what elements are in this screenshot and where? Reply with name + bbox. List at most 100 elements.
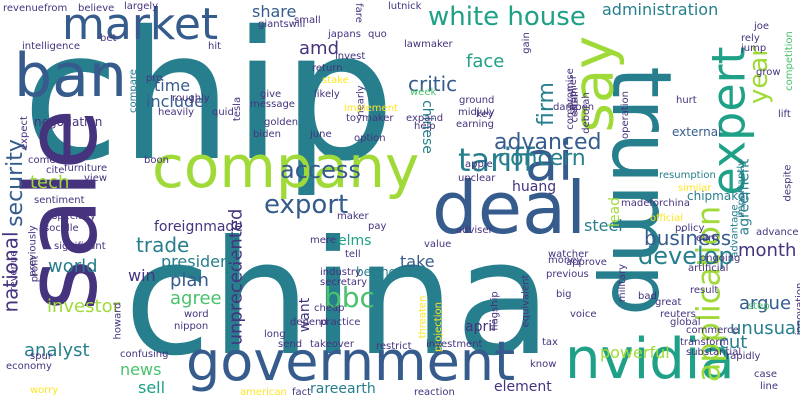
word: ban (14, 41, 127, 111)
word: advanced (494, 130, 602, 155)
word: agree (170, 288, 222, 309)
word: flagship (489, 291, 501, 331)
word: american (240, 387, 287, 398)
word: artificial (688, 263, 729, 274)
word: military (617, 263, 629, 303)
word: china (124, 207, 552, 391)
word: lawmaker (404, 39, 453, 50)
word: april (465, 319, 497, 335)
word: substantial (686, 347, 742, 358)
word: revenue (8, 250, 20, 292)
word: steel (584, 216, 623, 235)
word: develop (638, 242, 734, 270)
word: government (186, 330, 516, 393)
word: gain (520, 32, 532, 54)
word: voice (570, 309, 597, 320)
word: official (650, 213, 683, 224)
word: negotiation (34, 115, 103, 129)
word: news (120, 360, 162, 379)
word: importantly (736, 159, 748, 219)
word: earn (696, 233, 719, 244)
word: competition (783, 31, 795, 91)
word: chip (22, 0, 396, 200)
word: ongoing (700, 253, 741, 264)
word: great (655, 297, 682, 308)
word: lead (606, 197, 623, 227)
word: nvidia (565, 327, 735, 392)
word: trade (136, 233, 190, 257)
word: tech (30, 172, 70, 193)
word: hit (208, 41, 222, 52)
word: resumption (659, 170, 716, 181)
word: world (48, 256, 98, 277)
word: white house (428, 2, 586, 32)
word: investment (426, 339, 483, 350)
word: win (128, 266, 156, 285)
word: tell (345, 249, 361, 260)
word: significant (54, 241, 106, 252)
word: biden (253, 129, 281, 140)
word: global (670, 317, 701, 328)
word: sell (138, 378, 166, 397)
word: watcher (548, 249, 589, 260)
word: believe (78, 3, 115, 14)
word: send (278, 339, 303, 350)
word: invest (335, 51, 366, 62)
word: commerce (686, 325, 739, 336)
word: option (354, 133, 386, 144)
word: nippon (174, 321, 209, 332)
word: fare (352, 3, 364, 23)
word: rely (741, 33, 760, 44)
word: big (556, 289, 572, 300)
word: president (161, 252, 237, 271)
word: unclear (458, 173, 496, 184)
word: depend (290, 317, 328, 328)
word: boon (144, 155, 169, 166)
word: huang (512, 179, 557, 195)
word: bbc (324, 281, 375, 314)
word: revenuefrom (3, 3, 68, 14)
word: worry (30, 385, 59, 396)
word: value (424, 239, 452, 250)
word: line (760, 381, 779, 392)
word: powerful (600, 343, 670, 362)
word: unusual (730, 318, 800, 339)
word: adviser (456, 225, 493, 236)
word: japans (328, 29, 361, 40)
word: return (312, 63, 343, 74)
word: know (530, 359, 557, 370)
word: industry (320, 267, 361, 278)
word: advance (756, 227, 799, 238)
word: reuters (660, 309, 696, 320)
word: foreignmade (154, 219, 243, 235)
word: week (410, 87, 437, 98)
word: take (400, 252, 435, 271)
word: golden (264, 117, 299, 128)
word: economy (6, 361, 52, 372)
word: june (310, 129, 332, 140)
word: stake (322, 75, 349, 86)
word: beijing (356, 265, 397, 279)
word: profit (29, 255, 41, 283)
word: howard (112, 302, 124, 340)
word: intelligence (22, 41, 81, 52)
word: rareearth (310, 381, 376, 397)
word: spur (30, 351, 53, 362)
word: business (644, 226, 732, 250)
word: quo (368, 29, 387, 40)
word: bet (100, 33, 117, 44)
word: sentiment (34, 195, 85, 206)
word: likely (314, 89, 340, 100)
word: giantswill (258, 19, 306, 30)
word: practice (320, 317, 361, 328)
word: jump (741, 43, 767, 54)
word: especially (46, 211, 96, 222)
word: long (264, 329, 286, 340)
word: reaction (414, 387, 455, 398)
word: cite (46, 165, 65, 176)
word: concern (498, 146, 586, 171)
word: confusing (120, 349, 169, 360)
word: view (84, 173, 108, 184)
word: fact (292, 387, 312, 398)
